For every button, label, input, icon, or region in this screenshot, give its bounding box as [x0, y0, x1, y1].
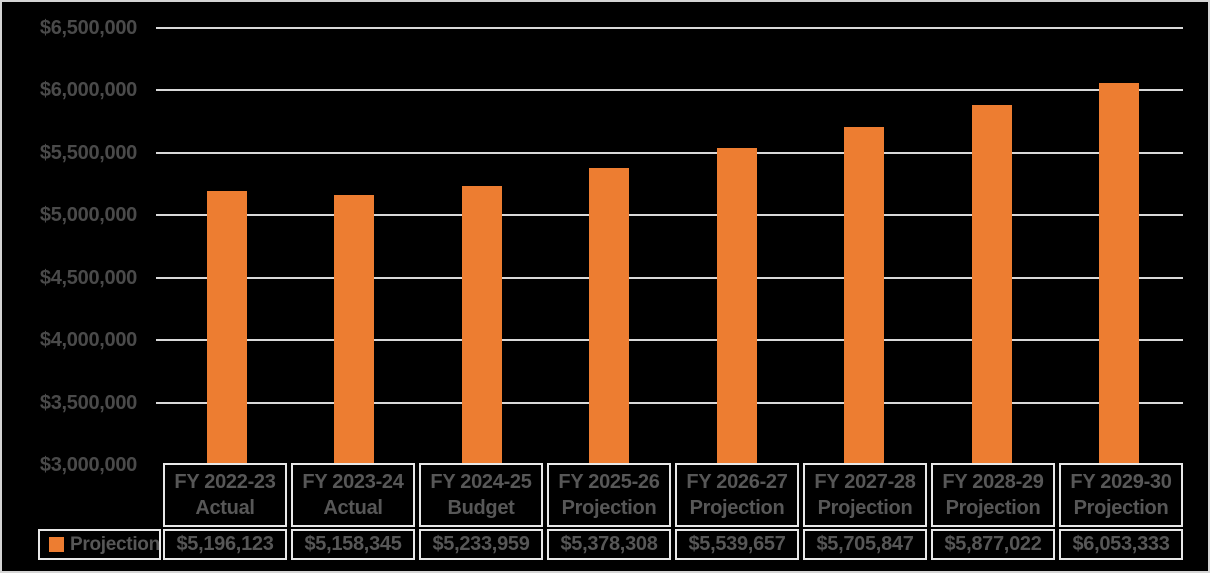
table-value-row: $5,196,123 $5,158,345 $5,233,959 $5,378,308… — [163, 529, 1183, 560]
table-header-cell: FY 2029-30 Projection — [1059, 463, 1183, 527]
bar — [716, 147, 757, 466]
gridline — [156, 89, 1183, 92]
bar — [844, 126, 885, 466]
bar — [589, 167, 630, 466]
y-axis-tick-label: $4,000,000 — [39, 329, 137, 352]
y-axis-tick-label: $6,000,000 — [39, 79, 137, 102]
gridline — [156, 339, 1183, 342]
table-header-line: FY 2028-29 — [942, 471, 1044, 493]
bar — [1099, 83, 1140, 466]
table-value-cell: $5,233,959 — [419, 529, 543, 560]
table-header-cell: FY 2024-25 Budget — [419, 463, 543, 527]
table-header-cell: FY 2025-26 Projection — [547, 463, 671, 527]
table-header-line: FY 2023-24 — [302, 471, 404, 493]
table-header-line: FY 2029-30 — [1070, 471, 1172, 493]
y-axis-tick-label: $5,000,000 — [39, 204, 137, 227]
table-value-cell: $5,158,345 — [291, 529, 415, 560]
table-header-line: FY 2025-26 — [558, 471, 660, 493]
table-header-line: Actual — [323, 497, 383, 519]
table-header-cell: FY 2026-27 Projection — [675, 463, 799, 527]
legend-label: Projection — [70, 533, 160, 555]
table-header-line: Actual — [195, 497, 255, 519]
table-header-line: Budget — [447, 497, 515, 519]
table-value-cell: $5,877,022 — [931, 529, 1055, 560]
table-header-line: Projection — [817, 497, 913, 519]
table-header-line: FY 2027-28 — [814, 471, 916, 493]
table-header-cell: FY 2022-23 Actual — [163, 463, 287, 527]
table-header-line: FY 2022-23 — [174, 471, 276, 493]
table-value-cell: $5,196,123 — [163, 529, 287, 560]
table-header-line: Projection — [689, 497, 785, 519]
table-header-row: FY 2022-23 Actual FY 2023-24 Actual FY 2024-… — [163, 463, 1183, 527]
gridline — [156, 214, 1183, 217]
y-axis-tick-label: $3,000,000 — [39, 454, 137, 477]
table-header-line: Projection — [945, 497, 1041, 519]
table-header-cell: FY 2027-28 Projection — [803, 463, 927, 527]
table-value-cell: $6,053,333 — [1059, 529, 1183, 560]
table-value-cell: $5,539,657 — [675, 529, 799, 560]
table-header-line: FY 2026-27 — [686, 471, 788, 493]
gridline — [156, 276, 1183, 279]
table-value-cell: $5,378,308 — [547, 529, 671, 560]
y-axis-tick-label: $6,500,000 — [39, 16, 137, 39]
bar — [206, 190, 247, 466]
y-axis-tick-label: $4,500,000 — [39, 266, 137, 289]
bar — [461, 185, 502, 466]
legend-swatch-icon — [49, 537, 64, 552]
bar — [334, 195, 375, 466]
gridline — [156, 151, 1183, 154]
table-header-cell: FY 2028-29 Projection — [931, 463, 1055, 527]
table-header-line: Projection — [1073, 497, 1169, 519]
legend-key: Projection — [38, 529, 161, 560]
table-value-cell: $5,705,847 — [803, 529, 927, 560]
gridline — [156, 26, 1183, 29]
table-header-line: Projection — [561, 497, 657, 519]
table-header-cell: FY 2023-24 Actual — [291, 463, 415, 527]
y-axis-tick-label: $5,500,000 — [39, 141, 137, 164]
bar — [971, 105, 1012, 466]
gridline — [156, 401, 1183, 404]
y-axis-tick-label: $3,500,000 — [39, 391, 137, 414]
table-header-line: FY 2024-25 — [430, 471, 532, 493]
